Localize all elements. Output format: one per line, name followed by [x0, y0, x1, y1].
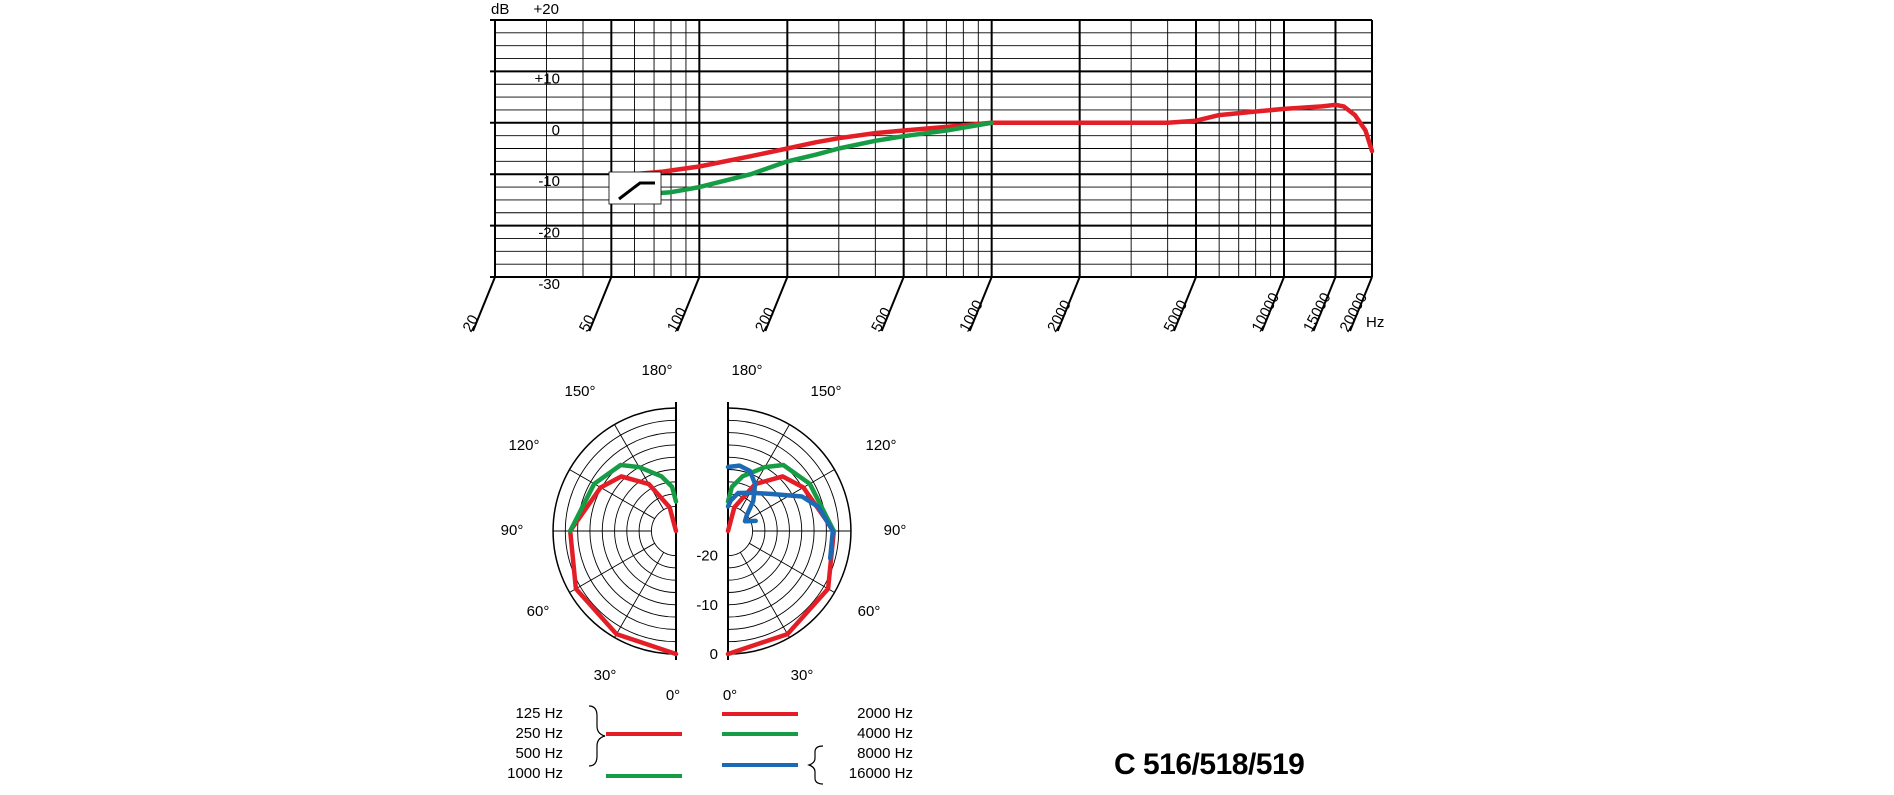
icon-stroke	[618, 181, 655, 201]
polar-curve-right-2	[725, 490, 836, 561]
angle-label-right: 120°	[865, 437, 896, 454]
x-axis-unit: Hz	[1366, 314, 1384, 331]
y-tick-label: 0	[552, 122, 560, 139]
x-tick-mark	[472, 276, 496, 332]
polar-ring	[651, 505, 677, 557]
angle-label-right: 0°	[723, 687, 737, 704]
polar-curve-left-0	[567, 474, 679, 657]
response-curve-1	[609, 120, 994, 198]
response-curve-0	[609, 102, 1375, 177]
angle-label-left: 120°	[508, 437, 539, 454]
angle-label-right: 180°	[731, 362, 762, 379]
polar-left-half	[552, 402, 679, 660]
legend-brace-right	[807, 745, 824, 785]
polar-curve-right-1	[725, 462, 837, 534]
y-tick-label: -30	[538, 276, 560, 293]
x-tick-mark	[1056, 276, 1081, 332]
x-tick-label: 50	[576, 312, 599, 335]
polar-right-half	[725, 402, 852, 660]
x-tick-label: 5000	[1161, 297, 1192, 334]
y-tick-labels: +20 +10 0 -10 -20 -30	[534, 1, 560, 293]
radial-label: 0	[710, 646, 718, 663]
x-tick-mark	[968, 276, 993, 332]
angle-label-left: 150°	[564, 383, 595, 400]
frequency-response-chart: +20+100-10-20-30 20 50 100 200 500 1000 2000 50…	[460, 1, 1385, 335]
y-tick-label: +10	[535, 70, 560, 87]
polar-tick-labels: 0° 0° 30° 30° 60° 60° 90° 90° 120° 120° 150° 150° 18…	[501, 362, 907, 704]
radial-label: -20	[696, 548, 718, 565]
polar-spoke	[739, 552, 790, 638]
x-tick-label: 1000	[956, 297, 987, 334]
legend-label-left: 500 Hz	[515, 745, 563, 762]
y-tick-label: +20	[534, 1, 559, 18]
legend-brace-left	[588, 705, 606, 767]
polar-spoke	[749, 542, 835, 593]
angle-label-right: 150°	[810, 383, 841, 400]
x-tick-mark	[1312, 276, 1337, 332]
polar-curve-left-1	[567, 462, 679, 534]
polar-ring	[727, 505, 753, 557]
legend-label-left: 125 Hz	[515, 705, 563, 722]
angle-label-left: 90°	[501, 522, 524, 539]
polar-spoke	[614, 552, 665, 638]
angle-label-right: 30°	[791, 667, 814, 684]
polar-curve-right-0	[725, 474, 837, 657]
x-tick-mark	[1261, 276, 1285, 332]
x-tick-label: 2000	[1044, 297, 1075, 334]
angle-label-left: 60°	[527, 603, 550, 620]
polar-curve-right-lobe-2	[725, 463, 758, 524]
polar-spoke	[569, 469, 655, 520]
legend-label-right: 8000 Hz	[857, 745, 913, 762]
legend-label-right: 16000 Hz	[849, 765, 913, 782]
legend-label-left: 250 Hz	[515, 725, 563, 742]
x-tick-mark	[1173, 276, 1197, 332]
x-tick-mark	[676, 276, 701, 332]
x-tick-mark	[1349, 276, 1373, 332]
x-tick-mark	[588, 276, 613, 332]
radial-label: -10	[696, 597, 718, 614]
chart-series	[609, 102, 1375, 198]
legend: 125 Hz 250 Hz 500 Hz 1000 Hz 2000 Hz 4000 Hz 8…	[507, 705, 913, 785]
angle-label-right: 90°	[884, 522, 907, 539]
y-tick-label: -10	[538, 173, 560, 190]
legend-label-right: 2000 Hz	[857, 705, 913, 722]
angle-label-left: 30°	[594, 667, 617, 684]
highpass-filter-icon	[608, 171, 662, 205]
x-tick-label: 20	[460, 312, 483, 335]
x-tick-label: 15000	[1300, 290, 1335, 335]
x-tick-mark	[764, 276, 789, 332]
polar-pattern-chart: 0° 0° 30° 30° 60° 60° 90° 90° 120° 120° 150° 150° 18…	[501, 362, 907, 704]
legend-label-left: 1000 Hz	[507, 765, 563, 782]
chart-grid	[472, 19, 1373, 332]
y-axis-unit: dB	[491, 1, 509, 18]
y-tick-label: -20	[538, 225, 560, 242]
x-tick-label: 10000	[1249, 290, 1284, 335]
angle-label-left: 0°	[666, 687, 680, 704]
angle-label-left: 180°	[641, 362, 672, 379]
model-title: C 516/518/519	[1114, 748, 1305, 781]
polar-spoke	[569, 542, 655, 593]
angle-label-right: 60°	[858, 603, 881, 620]
legend-label-right: 4000 Hz	[857, 725, 913, 742]
x-tick-mark	[880, 276, 905, 332]
